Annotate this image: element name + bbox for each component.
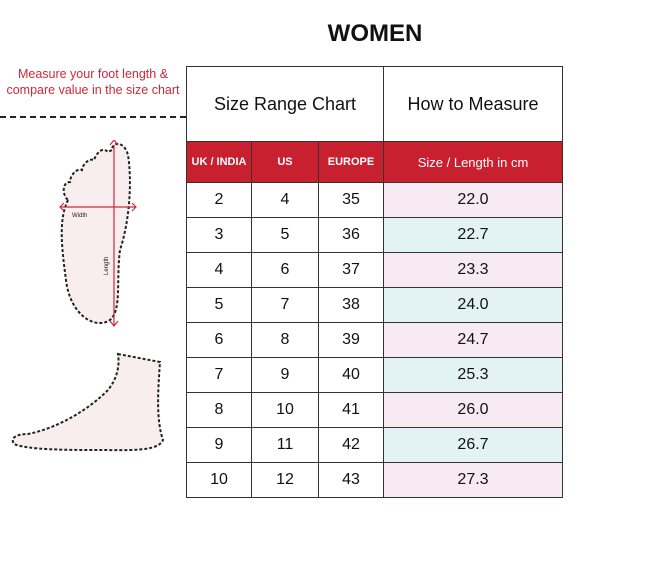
eu-size-cell: 37 — [318, 252, 384, 288]
length-cm-cell: 25.3 — [383, 357, 563, 393]
us-size-cell: 10 — [251, 392, 319, 428]
how-to-measure-header: How to Measure — [383, 66, 563, 142]
size-table: Size Range Chart How to Measure UK / IND… — [186, 66, 563, 498]
length-cm-cell: 26.0 — [383, 392, 563, 428]
length-cm-cell: 22.7 — [383, 217, 563, 253]
col-uk-india: UK / INDIA — [186, 141, 252, 183]
uk-size-cell: 6 — [186, 322, 252, 358]
us-size-cell: 6 — [251, 252, 319, 288]
us-size-cell: 8 — [251, 322, 319, 358]
table-row: 4 6 37 23.3 — [186, 252, 563, 288]
eu-size-cell: 40 — [318, 357, 384, 393]
foot-side-diagram — [11, 352, 165, 452]
width-label: Width — [72, 213, 87, 219]
uk-size-cell: 7 — [186, 357, 252, 393]
instruction-text: Measure your foot length & compare value… — [6, 67, 180, 97]
eu-size-cell: 39 — [318, 322, 384, 358]
us-size-cell: 5 — [251, 217, 319, 253]
length-cm-cell: 26.7 — [383, 427, 563, 463]
uk-size-cell: 2 — [186, 182, 252, 218]
us-size-cell: 11 — [251, 427, 319, 463]
length-cm-cell: 27.3 — [383, 462, 563, 498]
foot-sole-diagram: Width Length — [59, 140, 137, 327]
col-us: US — [251, 141, 319, 183]
length-cm-cell: 23.3 — [383, 252, 563, 288]
dashed-divider — [0, 116, 186, 118]
table-row: 7 9 40 25.3 — [186, 357, 563, 393]
eu-size-cell: 35 — [318, 182, 384, 218]
length-cm-cell: 22.0 — [383, 182, 563, 218]
eu-size-cell: 43 — [318, 462, 384, 498]
eu-size-cell: 36 — [318, 217, 384, 253]
us-size-cell: 7 — [251, 287, 319, 323]
uk-size-cell: 10 — [186, 462, 252, 498]
length-label: Length — [104, 257, 110, 275]
table-row: 6 8 39 24.7 — [186, 322, 563, 358]
size-range-header: Size Range Chart — [186, 66, 384, 142]
length-cm-cell: 24.0 — [383, 287, 563, 323]
table-row: 9 11 42 26.7 — [186, 427, 563, 463]
col-length-cm: Size / Length in cm — [383, 141, 563, 183]
eu-size-cell: 38 — [318, 287, 384, 323]
table-row: 3 5 36 22.7 — [186, 217, 563, 253]
length-cm-cell: 24.7 — [383, 322, 563, 358]
us-size-cell: 9 — [251, 357, 319, 393]
uk-size-cell: 8 — [186, 392, 252, 428]
us-size-cell: 12 — [251, 462, 319, 498]
uk-size-cell: 9 — [186, 427, 252, 463]
uk-size-cell: 5 — [186, 287, 252, 323]
col-europe: EUROPE — [318, 141, 384, 183]
table-row: 5 7 38 24.0 — [186, 287, 563, 323]
table-row: 8 10 41 26.0 — [186, 392, 563, 428]
eu-size-cell: 42 — [318, 427, 384, 463]
table-row: 2 4 35 22.0 — [186, 182, 563, 218]
us-size-cell: 4 — [251, 182, 319, 218]
page-title: WOMEN — [327, 20, 423, 47]
table-row: 10 12 43 27.3 — [186, 462, 563, 498]
uk-size-cell: 3 — [186, 217, 252, 253]
uk-size-cell: 4 — [186, 252, 252, 288]
eu-size-cell: 41 — [318, 392, 384, 428]
